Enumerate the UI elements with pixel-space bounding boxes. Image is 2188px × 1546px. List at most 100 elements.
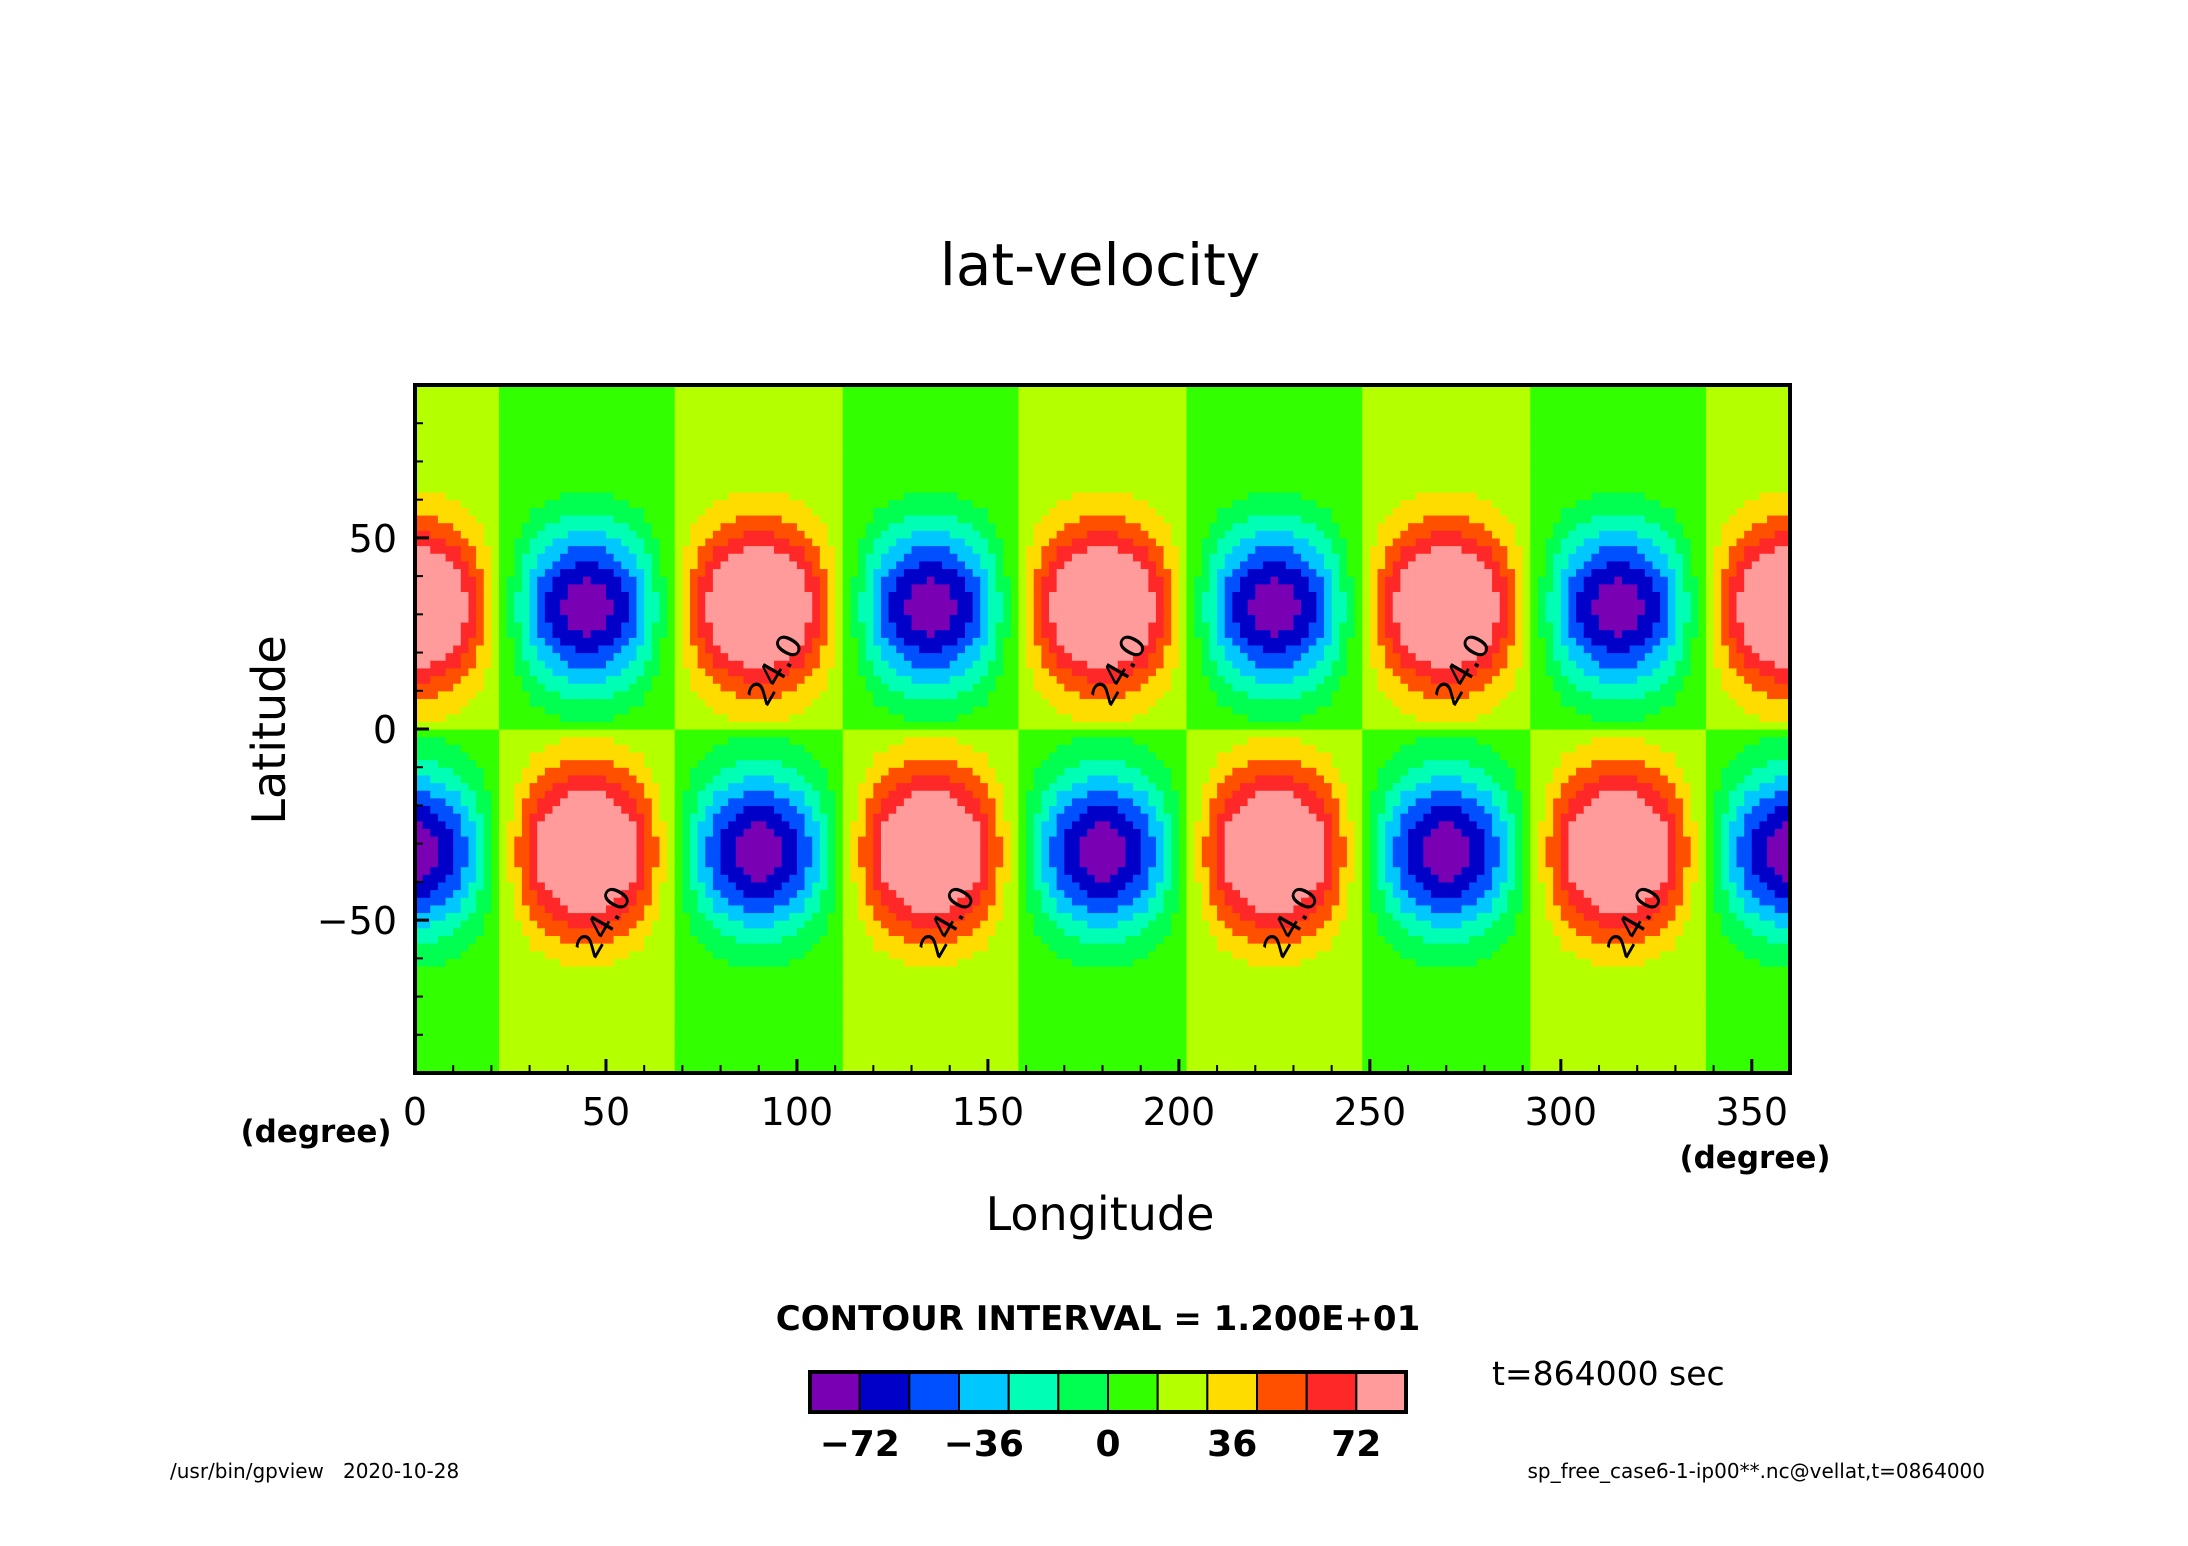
contour-cell	[613, 820, 622, 829]
contour-cell	[682, 392, 691, 401]
contour-cell	[628, 828, 638, 837]
contour-cell	[613, 430, 622, 440]
contour-cell	[674, 1019, 683, 1028]
contour-cell	[751, 797, 760, 807]
contour-cell	[506, 736, 515, 745]
contour-cell	[468, 897, 477, 906]
contour-cell	[583, 492, 592, 501]
contour-cell	[460, 805, 470, 814]
contour-cell	[422, 881, 431, 891]
contour-cell	[796, 706, 806, 715]
contour-cell	[514, 744, 523, 753]
contour-cell	[827, 1057, 836, 1066]
contour-cell	[774, 1042, 783, 1051]
contour-cell	[835, 820, 844, 829]
contour-cell	[758, 774, 767, 784]
contour-cell	[651, 920, 661, 929]
contour-cell	[781, 385, 790, 394]
contour-cell	[544, 430, 554, 440]
contour-cell	[567, 537, 577, 547]
contour-cell	[460, 759, 470, 768]
contour-cell	[682, 415, 691, 424]
contour-cell	[697, 813, 706, 822]
contour-cell	[774, 1011, 783, 1021]
contour-cell	[598, 400, 607, 409]
contour-cell	[674, 606, 683, 615]
contour-cell	[491, 476, 500, 485]
contour-cell	[514, 912, 523, 921]
contour-cell	[460, 790, 470, 799]
contour-cell	[743, 652, 752, 661]
contour-cell	[605, 943, 615, 952]
contour-cell	[636, 576, 645, 585]
contour-cell	[552, 858, 561, 868]
contour-cell	[674, 950, 683, 959]
contour-cell	[674, 797, 683, 807]
contour-cell	[537, 1004, 546, 1013]
contour-cell	[598, 423, 607, 432]
contour-cell	[796, 1057, 806, 1066]
contour-cell	[453, 660, 462, 669]
contour-cell	[460, 583, 470, 592]
contour-cell	[437, 1019, 447, 1028]
contour-cell	[521, 751, 531, 761]
contour-cell	[697, 843, 706, 852]
contour-cell	[529, 507, 538, 516]
contour-cell	[537, 683, 546, 692]
contour-cell	[506, 606, 515, 615]
contour-cell	[804, 591, 813, 600]
contour-cell	[636, 545, 645, 554]
contour-cell	[781, 736, 790, 745]
contour-cell	[491, 767, 500, 776]
contour-cell	[674, 843, 683, 852]
contour-cell	[751, 499, 760, 508]
contour-cell	[712, 927, 722, 936]
contour-cell	[544, 797, 554, 807]
contour-cell	[690, 1027, 699, 1036]
contour-cell	[659, 400, 668, 409]
contour-cell	[781, 423, 790, 432]
contour-cell	[567, 943, 577, 952]
contour-cell	[605, 1050, 615, 1059]
contour-cell	[575, 1042, 584, 1051]
contour-cell	[430, 591, 439, 600]
contour-cell	[651, 621, 661, 631]
contour-cell	[651, 828, 661, 837]
contour-cell	[628, 446, 638, 455]
contour-cell	[735, 644, 745, 654]
contour-cell	[758, 1034, 767, 1044]
contour-cell	[781, 1019, 790, 1028]
contour-cell	[544, 1027, 554, 1036]
contour-cell	[712, 973, 722, 982]
contour-cell	[430, 576, 439, 585]
contour-cell	[514, 1050, 523, 1059]
contour-cell	[552, 499, 561, 508]
contour-cell	[445, 935, 454, 944]
contour-cell	[483, 400, 492, 409]
contour-cell	[537, 583, 546, 592]
contour-cell	[590, 545, 599, 554]
contour-cell	[552, 820, 561, 829]
contour-cell	[766, 843, 775, 852]
contour-cell	[575, 1019, 584, 1028]
contour-cell	[491, 713, 500, 722]
contour-cell	[583, 843, 592, 852]
contour-cell	[544, 813, 554, 822]
contour-cell	[743, 920, 752, 929]
contour-cell	[521, 904, 531, 914]
contour-cell	[659, 973, 668, 982]
contour-cell	[651, 721, 661, 730]
contour-cell	[453, 851, 462, 860]
contour-cell	[766, 767, 775, 776]
contour-cell	[636, 744, 645, 753]
contour-cell	[521, 782, 531, 791]
contour-cell	[430, 698, 439, 707]
contour-cell	[437, 599, 447, 608]
contour-cell	[468, 660, 477, 669]
contour-cell	[453, 499, 462, 508]
contour-cell	[506, 790, 515, 799]
contour-cell	[476, 568, 485, 577]
contour-cell	[583, 614, 592, 623]
contour-cell	[476, 988, 485, 998]
contour-cell	[781, 828, 790, 837]
